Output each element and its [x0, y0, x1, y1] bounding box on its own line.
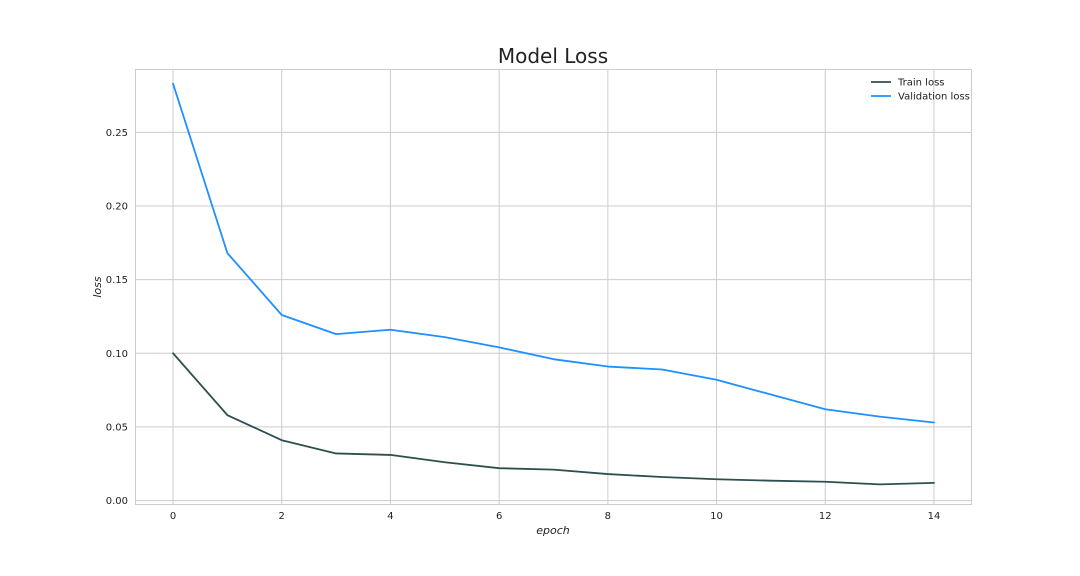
x-tick-label: 14	[928, 511, 941, 522]
series-lines	[172, 82, 935, 486]
grid	[135, 69, 972, 505]
x-tick-label: 6	[496, 511, 502, 522]
x-tick-label: 2	[279, 511, 285, 522]
legend: Train loss Validation loss	[871, 78, 970, 103]
y-tick-label: 0.25	[106, 128, 128, 139]
legend-label: Validation loss	[898, 92, 970, 103]
series-line-1	[172, 82, 935, 424]
y-tick-labels: 0.00 0.05 0.10 0.15 0.20 0.25	[106, 128, 128, 507]
legend-label: Train loss	[897, 78, 945, 89]
x-tick-label: 12	[819, 511, 832, 522]
y-axis-label: loss	[91, 276, 104, 298]
x-tick-label: 0	[170, 511, 176, 522]
x-tick-label: 4	[387, 511, 393, 522]
y-tick-label: 0.05	[106, 422, 128, 433]
plot-frame	[135, 69, 972, 505]
y-tick-label: 0.15	[106, 275, 128, 286]
plot-area	[135, 69, 972, 505]
x-tick-label: 10	[710, 511, 723, 522]
series-line-0	[172, 352, 935, 486]
y-tick-label: 0.00	[106, 496, 128, 507]
y-tick-label: 0.10	[106, 349, 128, 360]
x-tick-label: 8	[605, 511, 611, 522]
x-tick-labels: 0 2 4 6 8 10 12 14	[170, 511, 940, 522]
chart-title: Model Loss	[498, 44, 608, 68]
y-tick-label: 0.20	[106, 201, 128, 212]
x-axis-label: epoch	[536, 524, 570, 537]
